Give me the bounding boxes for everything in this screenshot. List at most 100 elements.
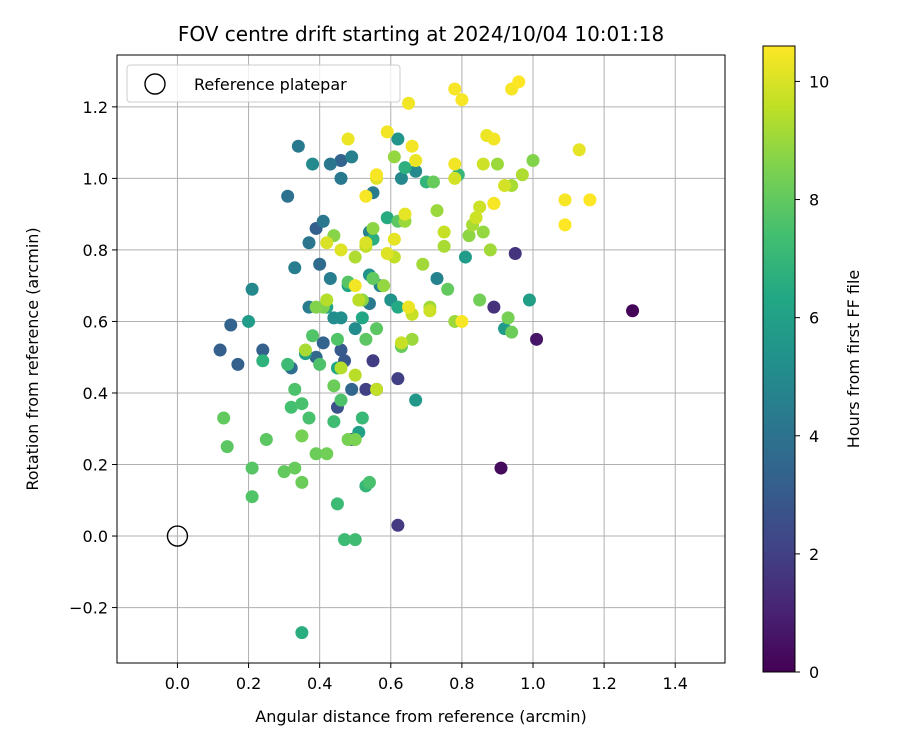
colorbar-tick-label: 0 xyxy=(809,663,819,682)
data-point xyxy=(409,164,423,178)
data-point xyxy=(295,429,309,443)
data-point xyxy=(394,336,408,350)
data-point xyxy=(430,204,444,218)
data-point xyxy=(359,332,373,346)
data-point xyxy=(437,225,451,239)
data-point xyxy=(348,250,362,264)
colorbar-tick-label: 6 xyxy=(809,309,819,328)
data-point xyxy=(320,236,334,250)
x-tick-label: 0.6 xyxy=(378,674,403,693)
data-point xyxy=(306,157,320,171)
data-point xyxy=(487,132,501,146)
y-axis-ticks: −0.2 0.0 0.2 0.4 0.6 0.8 1.0 1.2 xyxy=(69,98,117,618)
data-point xyxy=(348,279,362,293)
data-point xyxy=(558,193,572,207)
colorbar-tick-label: 8 xyxy=(809,191,819,210)
data-point xyxy=(355,411,369,425)
data-point xyxy=(323,157,337,171)
data-point xyxy=(505,325,519,339)
y-tick-label: 0.6 xyxy=(83,312,108,331)
data-point xyxy=(498,179,512,193)
x-tick-label: 0.0 xyxy=(165,674,190,693)
data-point xyxy=(515,168,529,182)
y-tick-label: 1.0 xyxy=(83,169,108,188)
data-point xyxy=(316,214,330,228)
data-point xyxy=(348,432,362,446)
data-point xyxy=(469,211,483,225)
data-point xyxy=(345,382,359,396)
data-point xyxy=(217,411,231,425)
data-point xyxy=(220,440,234,454)
reference-point xyxy=(166,525,189,547)
data-point xyxy=(490,157,504,171)
plot-frame xyxy=(116,54,726,664)
data-points xyxy=(213,75,640,640)
data-point xyxy=(473,293,487,307)
data-point xyxy=(387,150,401,164)
data-point xyxy=(352,293,366,307)
data-point xyxy=(501,311,515,325)
x-tick-label: 1.2 xyxy=(591,674,616,693)
y-axis-label: Rotation from reference (arcmin) xyxy=(23,227,42,490)
data-point xyxy=(409,393,423,407)
legend-box xyxy=(126,64,401,103)
data-point xyxy=(348,322,362,336)
data-point xyxy=(409,154,423,168)
data-point xyxy=(288,261,302,275)
data-point xyxy=(256,354,270,368)
data-point xyxy=(402,300,416,314)
data-point xyxy=(327,379,341,393)
data-point xyxy=(441,282,455,296)
data-point xyxy=(330,497,344,511)
data-point xyxy=(522,293,536,307)
data-point xyxy=(291,139,305,153)
data-point xyxy=(380,211,394,225)
chart-title: FOV centre drift starting at 2024/10/04 … xyxy=(178,22,664,46)
data-point xyxy=(423,304,437,318)
data-point xyxy=(405,139,419,153)
data-point xyxy=(476,157,490,171)
data-point xyxy=(626,304,640,318)
y-tick-label: 0.4 xyxy=(83,384,108,403)
data-point xyxy=(302,236,316,250)
data-point xyxy=(370,322,384,336)
data-point xyxy=(295,626,309,640)
data-point xyxy=(323,272,337,286)
colorbar-label: Hours from first FF file xyxy=(844,270,863,449)
y-tick-label: −0.2 xyxy=(69,599,108,618)
data-point xyxy=(334,393,348,407)
data-point xyxy=(473,200,487,214)
data-point xyxy=(213,343,227,357)
data-point xyxy=(359,189,373,203)
data-point xyxy=(302,411,316,425)
data-point xyxy=(320,293,334,307)
data-point xyxy=(487,196,501,210)
data-point xyxy=(334,311,348,325)
x-tick-label: 0.2 xyxy=(236,674,261,693)
data-point xyxy=(295,397,309,411)
data-point xyxy=(494,461,508,475)
data-point xyxy=(359,382,373,396)
data-point xyxy=(348,533,362,547)
data-point xyxy=(391,132,405,146)
data-point xyxy=(245,461,259,475)
data-point xyxy=(316,336,330,350)
data-point xyxy=(391,518,405,532)
data-point xyxy=(458,250,472,264)
data-point xyxy=(284,400,298,414)
data-point xyxy=(259,432,273,446)
data-point xyxy=(448,171,462,185)
data-point xyxy=(380,125,394,139)
data-point xyxy=(288,382,302,396)
data-point xyxy=(298,343,312,357)
legend: Reference platepar xyxy=(126,64,401,103)
data-point xyxy=(512,75,526,89)
data-point xyxy=(437,239,451,253)
data-point xyxy=(583,193,597,207)
data-point xyxy=(398,161,412,175)
data-point xyxy=(313,357,327,371)
data-point xyxy=(345,150,359,164)
data-point xyxy=(558,218,572,232)
data-point xyxy=(398,207,412,221)
